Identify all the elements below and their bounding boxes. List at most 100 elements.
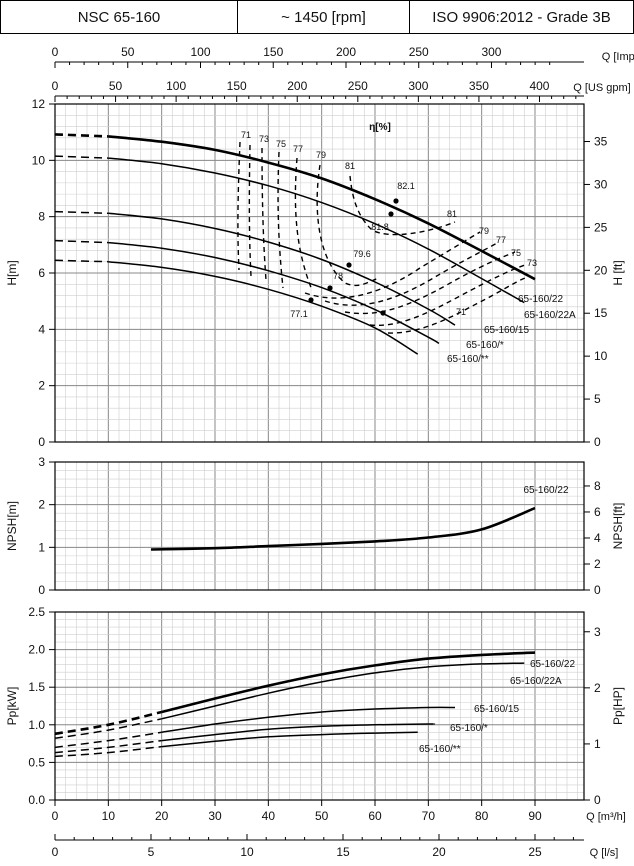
efficiency-label: 77 <box>496 235 506 245</box>
head-ytick-right-label: 15 <box>594 306 608 320</box>
head-ytick-label: 8 <box>38 210 45 224</box>
power-ytick-label: 0.0 <box>28 793 45 807</box>
npsh-ylabel: NPSH[m] <box>5 501 19 551</box>
imp-gpm-axis-label: Q [Imp gpm] <box>602 51 634 63</box>
power-series-label: 65-160/22 <box>530 659 575 670</box>
head-ytick-label: 10 <box>32 153 46 167</box>
bep-point <box>327 285 333 291</box>
efficiency-label: 75 <box>276 139 286 149</box>
q-ls-tick-label: 5 <box>148 845 155 859</box>
bep-point <box>346 262 352 268</box>
efficiency-label: 73 <box>527 258 537 268</box>
npsh-ytick-right-label: 4 <box>594 531 601 545</box>
q-ls-tick-label: 20 <box>432 845 446 859</box>
npsh-ytick-label: 0 <box>38 583 45 597</box>
head-series-curve-dashed <box>54 133 109 138</box>
efficiency-label: 77.1 <box>290 309 308 319</box>
efficiency-label: 79.6 <box>353 249 371 259</box>
efficiency-label: 81.8 <box>371 222 389 232</box>
q-m3h-tick-label: 20 <box>155 809 169 823</box>
power-series-curve-dashed <box>54 710 162 736</box>
npsh-ytick-label: 2 <box>38 498 45 512</box>
head-ytick-right-label: 20 <box>594 263 608 277</box>
head-series-curve <box>108 260 419 355</box>
power-series-curve-dashed <box>54 739 162 754</box>
head-ytick-label: 6 <box>38 266 45 280</box>
npsh-ytick-right-label: 2 <box>594 557 601 571</box>
npsh-ytick-right-label: 0 <box>594 583 601 597</box>
efficiency-iso-line <box>237 141 241 271</box>
efficiency-label: 78 <box>333 271 343 281</box>
efficiency-label: 82.1 <box>397 181 415 191</box>
head-series-label: 65-160/** <box>447 354 489 365</box>
efficiency-iso-line <box>324 242 498 306</box>
q-ls-tick-label: 0 <box>52 845 59 859</box>
head-ytick-right-label: 35 <box>594 135 608 149</box>
efficiency-iso-line <box>277 151 284 289</box>
power-ytick-label: 1.5 <box>28 680 45 694</box>
power-frame <box>54 611 585 801</box>
npsh-ytick-right-label: 8 <box>594 479 601 493</box>
head-series-curve <box>108 135 536 281</box>
head-series-curve <box>108 241 440 345</box>
npsh-series-curve <box>150 506 536 551</box>
power-ytick-label: 0.5 <box>28 755 45 769</box>
q-m3h-tick-label: 40 <box>262 809 276 823</box>
npsh-series-label: 65-160/22 <box>523 485 568 496</box>
head-series-curve-dashed <box>54 259 109 263</box>
power-ytick-right-label: 0 <box>594 793 601 807</box>
q-ls-tick-label: 10 <box>240 845 254 859</box>
q-m3h-tick-label: 90 <box>528 809 542 823</box>
power-ytick-label: 2.5 <box>28 605 45 619</box>
head-series-label: 65-160/22A <box>524 310 576 321</box>
power-series-curve-dashed <box>54 731 162 749</box>
head-ytick-label: 4 <box>38 322 45 336</box>
efficiency-iso-line <box>294 157 313 291</box>
head-ylabel: H[m] <box>5 260 19 285</box>
head-ytick-label: 0 <box>38 435 45 449</box>
head-ylabel-right: H [ft] <box>611 260 625 285</box>
power-ylabel-right: Pp[HP] <box>611 687 625 725</box>
power-series-curve <box>161 723 436 742</box>
us-gpm-tick-label: 0 <box>52 79 59 93</box>
imp-gpm-tick-label: 200 <box>336 45 356 59</box>
q-m3h-tick-label: 80 <box>475 809 489 823</box>
q-m3h-tick-label: 10 <box>102 809 116 823</box>
imp-gpm-tick-label: 300 <box>481 45 501 59</box>
power-series-label: 65-160/** <box>419 744 461 755</box>
us-gpm-tick-label: 350 <box>469 79 489 93</box>
efficiency-iso-line <box>344 251 516 315</box>
us-gpm-axis-label: Q [US gpm] <box>573 82 630 94</box>
us-gpm-tick-label: 150 <box>227 79 247 93</box>
imp-gpm-tick-label: 100 <box>190 45 210 59</box>
imp-gpm-tick-label: 150 <box>263 45 283 59</box>
power-ytick-right-label: 2 <box>594 681 601 695</box>
efficiency-label: 75 <box>511 248 521 258</box>
power-ylabel: Pp[kW] <box>5 687 19 726</box>
efficiency-label: 71 <box>456 307 466 317</box>
q-ls-tick-label: 25 <box>528 845 542 859</box>
imp-gpm-tick-label: 0 <box>52 45 59 59</box>
us-gpm-tick-label: 200 <box>287 79 307 93</box>
efficiency-label: 71 <box>241 130 251 140</box>
bep-point <box>393 198 399 204</box>
efficiency-iso-line <box>248 144 252 277</box>
npsh-frame <box>54 461 585 591</box>
head-series-label: 65-160/22 <box>518 294 563 305</box>
power-series-label: 65-160/22A <box>510 676 562 687</box>
power-series-curve <box>161 651 536 714</box>
head-ytick-right-label: 30 <box>594 177 608 191</box>
power-series-curve <box>161 662 525 720</box>
npsh-ytick-label: 3 <box>38 455 45 469</box>
head-series-label: 65-160/15 <box>484 325 529 336</box>
us-gpm-tick-label: 400 <box>529 79 549 93</box>
imp-gpm-tick-label: 250 <box>409 45 429 59</box>
head-ytick-label: 12 <box>32 97 46 111</box>
npsh-ytick-right-label: 6 <box>594 505 601 519</box>
power-series-curve <box>161 706 456 734</box>
head-ytick-right-label: 5 <box>594 392 601 406</box>
q-ls-tick-label: 15 <box>336 845 350 859</box>
head-series-label: 65-160/* <box>466 340 504 351</box>
npsh-ylabel-right: NPSH[ft] <box>611 503 625 550</box>
